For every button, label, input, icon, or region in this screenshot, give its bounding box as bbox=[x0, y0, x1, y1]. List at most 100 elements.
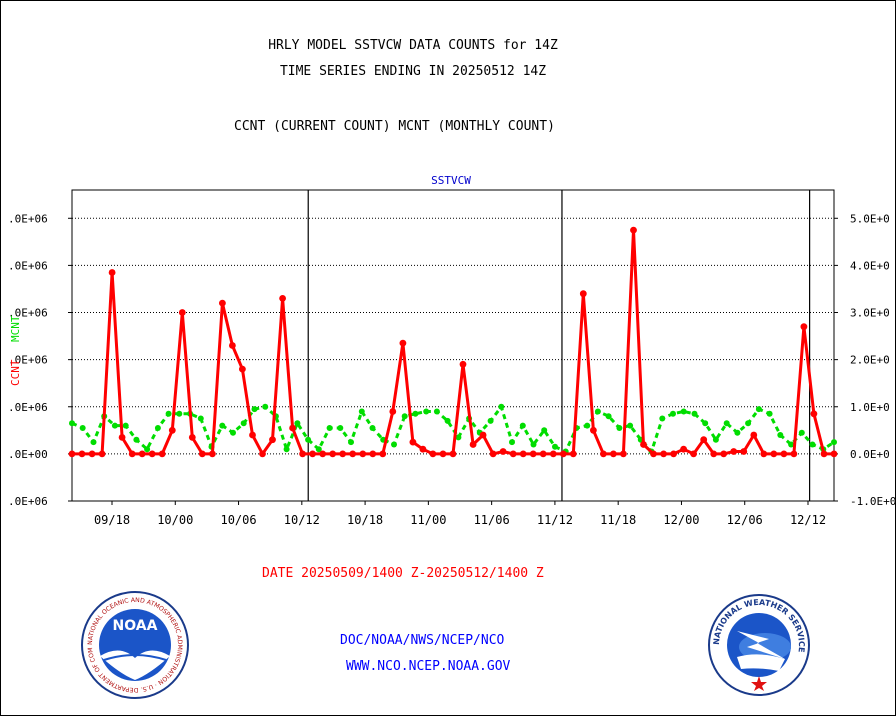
y-tick-label-left: .0E+06 bbox=[8, 354, 48, 367]
ccnt-point bbox=[600, 450, 607, 458]
y-tick-label-right: 2.0E+0 bbox=[850, 354, 890, 367]
ccnt-point bbox=[720, 450, 728, 458]
ccnt-point bbox=[219, 299, 226, 307]
mcnt-point bbox=[627, 422, 634, 429]
nws-logo: NATIONAL WEATHER SERVICE bbox=[708, 594, 810, 696]
mcnt-point bbox=[337, 425, 344, 431]
plot-area-border bbox=[71, 189, 835, 502]
ccnt-point bbox=[138, 450, 146, 458]
ccnt-point bbox=[610, 450, 617, 458]
ccnt-point bbox=[650, 450, 657, 458]
y-tick-label-right: 4.0E+0 bbox=[850, 259, 890, 272]
mcnt-point bbox=[487, 417, 494, 424]
ccnt-point bbox=[198, 450, 206, 458]
mcnt-point bbox=[401, 413, 408, 420]
ccnt-point bbox=[168, 426, 176, 434]
ccnt-point bbox=[630, 226, 637, 234]
ccnt-point bbox=[760, 450, 768, 458]
y-axis-label-ccnt: CCNT bbox=[9, 359, 22, 386]
mcnt-point bbox=[433, 408, 440, 415]
ccnt-point bbox=[590, 426, 597, 434]
ccnt-point bbox=[690, 450, 697, 458]
ccnt-point bbox=[259, 450, 266, 458]
mcnt-point bbox=[197, 415, 204, 422]
ccnt-point bbox=[269, 436, 276, 444]
mcnt-point bbox=[176, 410, 183, 417]
mcnt-point bbox=[262, 403, 269, 410]
ccnt-point bbox=[299, 450, 306, 458]
noaa-logo-text: NOAA bbox=[113, 618, 158, 634]
chart-subtitle: CCNT (CURRENT COUNT) MCNT (MONTHLY COUNT… bbox=[234, 119, 555, 134]
ccnt-point bbox=[660, 450, 667, 458]
mcnt-point bbox=[240, 420, 247, 427]
mcnt-point bbox=[605, 413, 612, 420]
ccnt-point bbox=[379, 450, 387, 458]
mcnt-point bbox=[423, 408, 430, 415]
y-tick-label-right: 5.0E+0 bbox=[850, 212, 890, 225]
mcnt-point bbox=[444, 417, 451, 424]
y-tick-label-left: .0E+06 bbox=[8, 307, 48, 320]
ccnt-point bbox=[680, 445, 687, 453]
website-link[interactable]: WWW.NCO.NCEP.NOAA.GOV bbox=[346, 659, 511, 674]
mcnt-point bbox=[777, 432, 784, 438]
mcnt-point bbox=[111, 422, 118, 429]
date-range-label: DATE 20250509/1400 Z-20250512/1400 Z bbox=[262, 566, 544, 581]
ccnt-point bbox=[389, 408, 397, 415]
ccnt-point bbox=[830, 450, 838, 458]
ccnt-point bbox=[770, 450, 778, 458]
ccnt-point bbox=[700, 436, 708, 444]
ccnt-point bbox=[640, 441, 647, 448]
ccnt-point bbox=[549, 450, 557, 458]
ccnt-point bbox=[359, 450, 367, 458]
mcnt-point bbox=[165, 410, 172, 417]
mcnt-point bbox=[670, 410, 676, 417]
ccnt-point bbox=[239, 365, 246, 373]
y-tick-label-right: 1.0E+0 bbox=[850, 401, 890, 414]
mcnt-point bbox=[369, 425, 376, 431]
ccnt-point bbox=[740, 448, 748, 455]
mcnt-point bbox=[315, 446, 322, 453]
y-tick-label-right: -1.0E+0 bbox=[850, 495, 896, 508]
ccnt-point bbox=[820, 450, 828, 458]
mcnt-point bbox=[283, 446, 290, 453]
ccnt-point bbox=[88, 450, 96, 458]
mcnt-point bbox=[305, 436, 312, 443]
ccnt-point bbox=[539, 450, 547, 458]
mcnt-point bbox=[755, 406, 762, 413]
ccnt-point bbox=[790, 450, 798, 458]
x-tick-label: 10/18 bbox=[347, 513, 383, 527]
x-tick-label: 12/06 bbox=[727, 513, 763, 527]
mcnt-point bbox=[133, 436, 140, 443]
mcnt-point bbox=[294, 420, 301, 427]
ccnt-point bbox=[339, 450, 347, 458]
mcnt-point bbox=[809, 441, 816, 448]
mcnt-point bbox=[144, 446, 151, 453]
x-tick-label: 11/00 bbox=[410, 513, 446, 527]
ccnt-point bbox=[529, 450, 537, 458]
x-tick-label: 11/06 bbox=[474, 513, 510, 527]
mcnt-point bbox=[230, 429, 236, 436]
ccnt-point bbox=[730, 448, 738, 455]
ccnt-point bbox=[509, 450, 517, 458]
x-tick-label: 12/00 bbox=[663, 513, 699, 527]
mcnt-point bbox=[723, 420, 730, 427]
ccnt-point bbox=[409, 438, 417, 446]
x-tick-label: 11/12 bbox=[537, 513, 573, 527]
ccnt-point bbox=[479, 431, 487, 439]
ccnt-point bbox=[750, 431, 758, 439]
chart-title-line1: HRLY MODEL SSTVCW DATA COUNTS for 14Z bbox=[268, 38, 558, 53]
mcnt-point bbox=[530, 441, 537, 448]
ccnt-point bbox=[780, 450, 788, 458]
ccnt-point bbox=[68, 450, 76, 458]
mcnt-point bbox=[358, 408, 365, 415]
ccnt-point bbox=[178, 309, 186, 316]
mcnt-point bbox=[391, 441, 397, 448]
mcnt-point bbox=[680, 408, 687, 415]
mcnt-point bbox=[541, 427, 548, 434]
ccnt-point bbox=[289, 424, 296, 432]
ccnt-point bbox=[229, 342, 236, 349]
ccnt-point bbox=[810, 410, 818, 418]
y-tick-label-left: .0E+06 bbox=[8, 259, 48, 272]
ccnt-point bbox=[148, 450, 156, 458]
mcnt-point bbox=[594, 408, 601, 415]
